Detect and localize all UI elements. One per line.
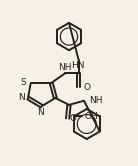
Text: NH: NH [58,63,72,72]
Text: S: S [20,78,26,87]
Text: N: N [18,93,25,102]
Text: N: N [37,108,44,117]
Text: O: O [84,83,91,92]
Text: O: O [69,114,76,123]
Text: NH: NH [89,96,103,105]
Text: HN: HN [71,61,85,70]
Text: OH: OH [85,112,99,121]
